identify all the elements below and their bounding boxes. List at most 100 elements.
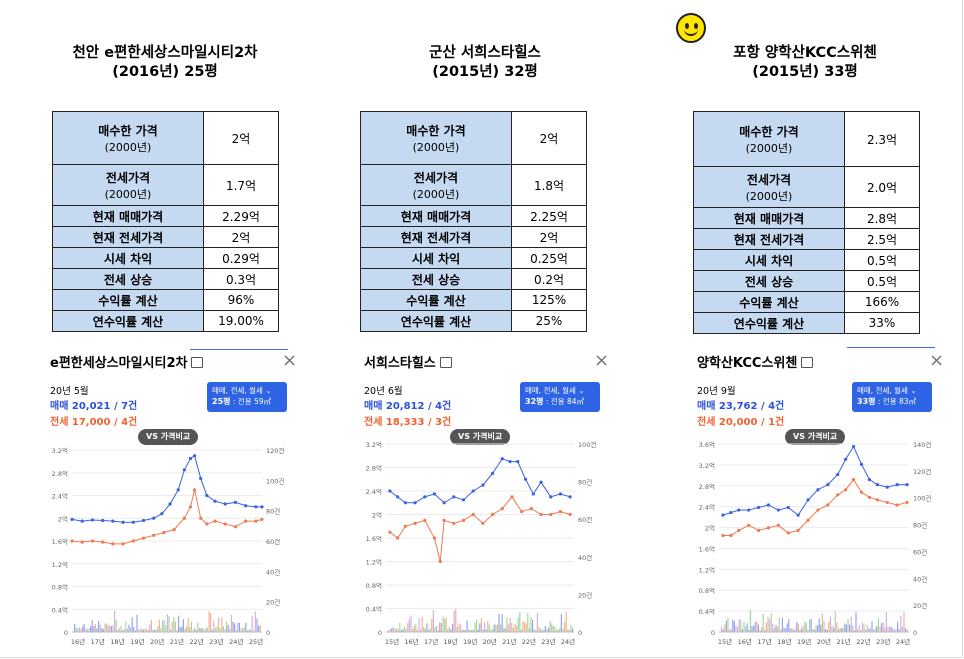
close-icon[interactable]: ×: [594, 350, 610, 371]
trade-data-point: [188, 456, 193, 461]
volume-bar: [203, 629, 205, 632]
volume-bar: [906, 629, 908, 632]
volume-bar: [541, 629, 543, 632]
volume-bar: [163, 620, 165, 632]
volume-bar: [785, 628, 787, 632]
y-left-tick-label: 2.4억: [52, 493, 68, 501]
jeonse-data-point: [213, 519, 217, 523]
volume-bar: [213, 620, 215, 632]
book-icon[interactable]: [801, 357, 814, 368]
volume-bar: [431, 618, 433, 632]
volume-bar: [487, 620, 489, 632]
trade-data-point: [388, 489, 392, 493]
volume-bar: [741, 629, 743, 632]
vs-compare-button[interactable]: VS 가격비교: [138, 429, 199, 445]
jeonse-data-point: [388, 530, 392, 534]
trade-type-filter[interactable]: 매매, 전세, 월세 ⌄ 25평 : 전용 59㎡: [207, 382, 287, 412]
volume-bar: [420, 629, 422, 632]
volume-bar: [735, 625, 737, 632]
widget-top-rule: [190, 349, 288, 350]
panel-title-line1: 포항 양학산KCC스위첸: [733, 45, 877, 61]
volume-bar: [410, 615, 412, 632]
volume-bar: [134, 629, 136, 632]
table-row: 시세 차익 0.5억: [693, 249, 920, 271]
table-row: 전세가격 (2000년) 2.0억: [693, 166, 920, 208]
volume-bar: [780, 629, 782, 632]
complex-name[interactable]: 양학산KCC스위첸: [697, 352, 814, 371]
volume-bar: [879, 626, 881, 632]
jeonse-data-point: [121, 542, 125, 546]
volume-bar: [751, 625, 753, 632]
row-value: 2억: [511, 226, 587, 248]
table-row: 전세 상승 0.3억: [52, 268, 279, 290]
volume-bar: [882, 622, 884, 632]
row-label: 전세가격 (2000년): [360, 164, 512, 206]
filter-area: 전용 83㎡: [882, 397, 917, 406]
volume-bar: [230, 614, 232, 632]
y-left-tick-label: 3.6억: [699, 441, 715, 449]
jeonse-data-point: [205, 522, 209, 526]
volume-bar: [727, 617, 729, 632]
jeonse-data-point: [438, 559, 442, 564]
vs-compare-button[interactable]: VS 가격비교: [450, 429, 511, 445]
y-right-tick-label: 20건: [578, 590, 592, 599]
volume-bar: [794, 629, 796, 632]
volume-bar: [849, 624, 851, 632]
table-row: 매수한 가격 (2000년) 2억: [360, 111, 587, 165]
jeonse-data-point: [423, 518, 427, 522]
x-tick-label: 16년: [71, 637, 85, 646]
selected-date: 20년 5월: [50, 386, 89, 397]
panel-title-line2: (2015년) 32평: [432, 64, 538, 80]
x-tick-label: 15년: [718, 637, 732, 646]
volume-bar: [162, 620, 164, 632]
volume-bar: [797, 623, 799, 632]
volume-bar: [844, 623, 846, 632]
volume-bar: [543, 629, 545, 632]
volume-bar: [506, 617, 508, 632]
book-icon[interactable]: [439, 357, 452, 368]
close-icon[interactable]: ×: [929, 350, 945, 371]
volume-bar: [458, 623, 460, 632]
volume-bar: [237, 622, 239, 632]
y-left-tick-label: 2.8억: [52, 470, 68, 478]
volume-bar: [802, 625, 804, 632]
volume-bar: [807, 629, 809, 632]
trade-data-point: [205, 493, 209, 498]
panel-title-0: 천안 e편한세상스마일시티2차 (2016년) 25평: [20, 44, 310, 82]
volume-bar: [149, 624, 151, 632]
trade-data-point: [568, 495, 572, 499]
trade-data-point: [223, 502, 227, 506]
volume-bar: [248, 629, 250, 632]
jeonse-data-point: [471, 512, 475, 517]
volume-bar: [418, 618, 420, 632]
volume-bar: [901, 626, 903, 632]
trade-data-point: [523, 477, 528, 481]
table-row: 매수한 가격 (2000년) 2억: [52, 111, 279, 165]
trade-data-point: [539, 480, 543, 484]
jeonse-data-point: [152, 533, 156, 537]
table-row: 전세가격 (2000년) 1.7억: [52, 164, 279, 206]
jeonse-data-point: [101, 540, 105, 544]
volume-bar: [388, 629, 390, 632]
close-icon[interactable]: ×: [282, 350, 298, 371]
volume-bar: [117, 629, 119, 632]
book-icon[interactable]: [191, 357, 204, 368]
volume-bar: [109, 625, 111, 632]
trade-data-point: [796, 513, 800, 517]
volume-bar: [817, 624, 819, 632]
trade-type-filter[interactable]: 매매, 전세, 월세 ⌄ 32평 : 전용 84㎡: [520, 382, 600, 412]
volume-bar: [93, 626, 95, 632]
volume-bar: [568, 629, 570, 632]
vs-compare-button[interactable]: VS 가격비교: [785, 429, 846, 445]
complex-name[interactable]: e편한세상스마일시티2차: [50, 352, 204, 371]
y-right-tick-label: 20건: [913, 601, 927, 610]
volume-bar: [535, 629, 537, 632]
trade-data-point: [500, 457, 504, 461]
volume-bar: [538, 627, 540, 632]
jeonse-data-point: [233, 525, 238, 529]
volume-bar: [139, 629, 141, 632]
complex-name[interactable]: 서희스타힐스: [364, 352, 452, 371]
volume-bar: [512, 627, 514, 632]
row-label: 시세 차익: [360, 247, 512, 269]
trade-type-filter[interactable]: 매매, 전세, 월세 ⌄ 33평 : 전용 83㎡: [852, 382, 932, 412]
